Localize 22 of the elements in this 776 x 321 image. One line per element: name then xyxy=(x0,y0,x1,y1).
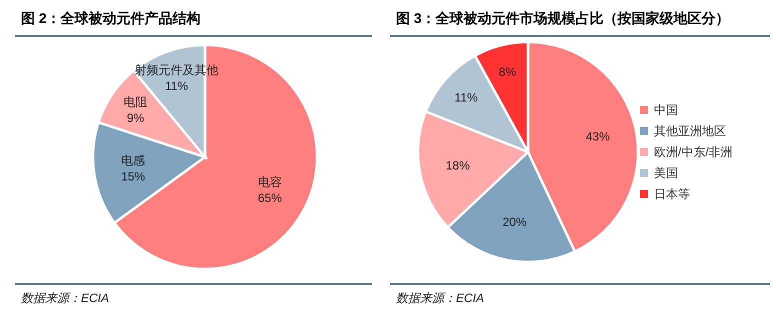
data-label: 15% xyxy=(121,169,146,184)
legend-label: 美国 xyxy=(654,166,678,180)
data-label: 11% xyxy=(164,78,188,93)
source-note: 数据来源：ECIA xyxy=(21,291,110,305)
legend-label: 欧洲/中东/非洲 xyxy=(654,145,733,159)
legend-label: 日本等 xyxy=(654,187,690,201)
data-label: 9% xyxy=(126,110,145,125)
legend-label: 中国 xyxy=(654,103,678,117)
chart-title: 图 2：全球被动元件产品结构 xyxy=(21,10,201,26)
data-label: 18% xyxy=(446,158,470,172)
source-note: 数据来源：ECIA xyxy=(396,291,484,305)
data-label: 11% xyxy=(454,90,478,104)
data-label: 20% xyxy=(502,215,527,230)
legend-label: 其他亚洲地区 xyxy=(654,124,726,138)
slice-label: 电阻 xyxy=(124,94,148,109)
slice-label: 电容 xyxy=(258,175,282,190)
slice-label: 射频元件及其他 xyxy=(134,62,219,77)
slice-label: 电感 xyxy=(121,153,146,168)
chart-title: 图 3：全球被动元件市场规模占比（按国家级地区分） xyxy=(396,10,730,26)
data-label: 65% xyxy=(258,191,282,206)
data-label: 8% xyxy=(498,65,516,80)
data-label: 43% xyxy=(586,129,610,144)
